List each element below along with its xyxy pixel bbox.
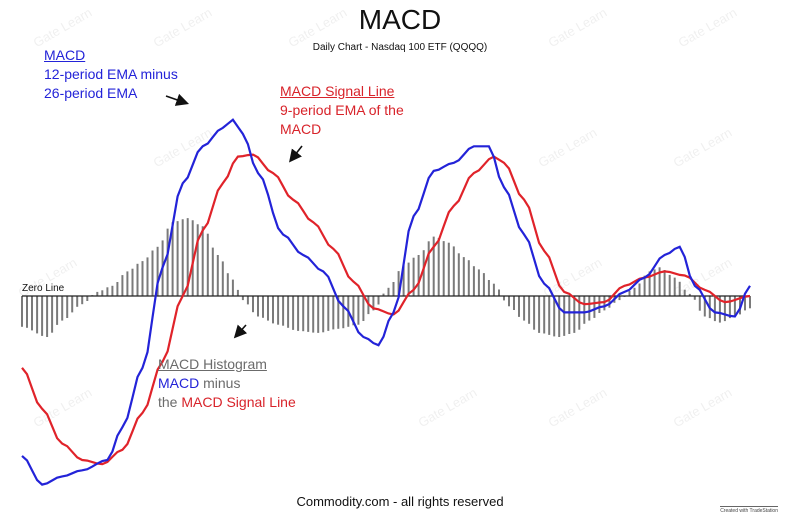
signal-annotation-line2: MACD	[280, 121, 322, 137]
chart-title: MACD	[358, 4, 442, 35]
signal-line	[21, 153, 751, 466]
histogram-annotation-minus: minus	[199, 375, 241, 391]
signal-arrow	[289, 145, 303, 163]
histogram-arrow	[233, 324, 248, 339]
histogram-annotation-macd: MACD	[158, 375, 200, 391]
macd-arrow	[165, 93, 190, 106]
histogram-annotation-signal: MACD Signal Line	[181, 394, 296, 410]
macd-annotation-title: MACD	[44, 47, 86, 63]
histogram-annotation-the: the	[158, 394, 182, 410]
macd-line	[21, 118, 751, 486]
signal-annotation-line1: 9-period EMA of the	[280, 102, 404, 118]
histogram-bars	[21, 218, 751, 337]
zero-line-label: Zero Line	[22, 283, 65, 294]
histogram-annotation: MACD Histogram MACD minus the MACD Signa…	[158, 355, 296, 412]
chart-subtitle: Daily Chart - Nasdaq 100 ETF (QQQQ)	[312, 42, 488, 53]
signal-annotation: MACD Signal Line 9-period EMA of the MAC…	[280, 82, 404, 139]
histogram-annotation-line2: the MACD Signal Line	[158, 393, 296, 412]
macd-annotation: MACD 12-period EMA minus 26-period EMA	[44, 46, 178, 103]
histogram-annotation-title: MACD Histogram	[158, 356, 267, 372]
macd-annotation-line1: 12-period EMA minus	[44, 66, 178, 82]
brand-credit: Created with TradeStation	[720, 506, 778, 514]
histogram-annotation-line1: MACD minus	[158, 374, 296, 393]
macd-annotation-line2: 26-period EMA	[44, 85, 138, 101]
footer-credit: Commodity.com - all rights reserved	[296, 494, 504, 509]
signal-annotation-title: MACD Signal Line	[280, 83, 395, 99]
